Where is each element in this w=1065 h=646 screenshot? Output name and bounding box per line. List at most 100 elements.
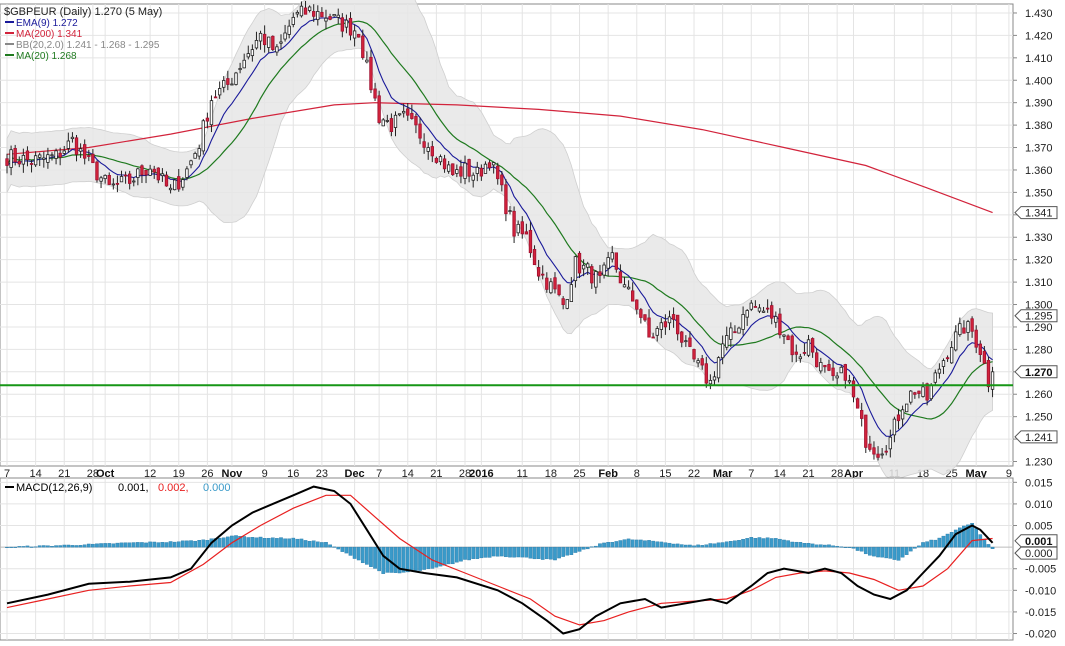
macd-histogram-bar	[941, 535, 946, 548]
macd-histogram-bar	[107, 543, 112, 548]
candle-body	[790, 335, 794, 356]
macd-histogram-bar	[156, 542, 161, 548]
x-tick-label: 28	[87, 468, 99, 480]
macd-histogram-bar	[700, 545, 705, 548]
macd-histogram-bar	[201, 539, 206, 548]
macd-histogram-bar	[225, 536, 230, 548]
candle-body	[483, 163, 488, 174]
candle-body	[357, 33, 361, 38]
macd-histogram-bar	[544, 546, 549, 560]
candle-body	[929, 384, 933, 400]
macd-histogram-bar	[614, 541, 619, 548]
bollinger-band	[6, 0, 993, 479]
macd-histogram-bar	[463, 546, 467, 560]
ma20-line	[6, 20, 993, 420]
macd-histogram-bar	[933, 539, 938, 548]
candle-body	[839, 366, 843, 374]
candle-body	[545, 277, 549, 290]
y-tick-label: 1.230	[1025, 457, 1053, 469]
macd-histogram-bar	[728, 541, 733, 548]
macd-histogram-bar	[884, 546, 889, 559]
macd-histogram-bar	[573, 546, 578, 553]
x-tick-label: Mar	[713, 468, 733, 480]
candle-body	[123, 174, 128, 177]
candle-body	[234, 72, 238, 85]
candle-body	[684, 340, 688, 343]
candle-body	[606, 257, 610, 269]
macd-line	[6, 485, 994, 635]
candle-body	[434, 157, 439, 163]
macd-histogram-bar	[536, 546, 541, 559]
candle-body	[222, 80, 226, 88]
macd-histogram-bar	[684, 544, 688, 548]
candle-body	[29, 163, 34, 165]
macd-histogram-bar	[389, 546, 394, 573]
macd-histogram-bar	[348, 546, 353, 556]
candle-body	[536, 267, 541, 277]
candle-body	[33, 155, 38, 166]
candle-body	[843, 364, 848, 381]
macd-histogram-bar	[352, 546, 357, 559]
candle-body	[639, 309, 643, 318]
macd-histogram-bar	[360, 546, 365, 564]
candle-body	[491, 162, 496, 166]
macd-histogram-bar	[168, 541, 173, 548]
candle-body	[631, 290, 635, 302]
macd-histogram-bar	[450, 546, 455, 565]
candle-body	[99, 177, 103, 182]
macd-histogram-bar	[258, 536, 263, 548]
candle-body	[549, 281, 553, 294]
candle-body	[643, 314, 647, 321]
candle-body	[442, 158, 447, 170]
candle-body	[42, 157, 46, 160]
candle-body	[226, 78, 230, 85]
candle-body	[761, 310, 766, 313]
macd-histogram-bar	[696, 544, 700, 548]
macd-histogram-bar	[418, 546, 422, 571]
macd-histogram-bar	[565, 546, 570, 556]
candle-body	[267, 36, 271, 48]
macd-histogram-bar	[589, 546, 594, 548]
candle-body	[888, 436, 892, 450]
macd-histogram-bar	[99, 543, 103, 548]
candle-body	[369, 56, 373, 91]
legend-entry: MA(20) 1.268	[16, 51, 77, 62]
macd-histogram-bar	[847, 546, 852, 548]
candle-body	[185, 168, 189, 178]
macd-histogram-bar	[74, 545, 79, 548]
macd-histogram-bar	[328, 544, 332, 548]
macd-histogram-bar	[78, 545, 83, 548]
candle-body	[786, 335, 790, 341]
macd-histogram-bar	[937, 537, 942, 548]
candle-body	[802, 352, 807, 354]
x-tick-label: 14	[30, 468, 42, 480]
macd-histogram-bar	[974, 528, 979, 548]
macd-histogram-bar	[528, 546, 533, 559]
macd-histogram-bar	[103, 543, 107, 548]
candle-body	[577, 252, 582, 274]
candle-body	[246, 53, 250, 58]
candle-body	[569, 284, 574, 302]
candle-body	[78, 148, 83, 152]
candle-body	[905, 403, 909, 413]
macd-tag	[1014, 546, 1058, 560]
macd-histogram-bar	[835, 545, 839, 548]
macd-histogram-bar	[9, 546, 13, 548]
macd-histogram-bar	[868, 546, 872, 556]
x-tick-label: 19	[173, 468, 185, 480]
macd-histogram-bar	[21, 546, 26, 548]
candle-body	[557, 284, 561, 296]
macd-histogram-bar	[144, 542, 148, 548]
candle-body	[279, 41, 283, 44]
candle-body	[148, 168, 152, 176]
macd-histogram-bar	[745, 538, 750, 548]
x-tick-label: 2016	[469, 468, 493, 480]
macd-histogram-bar	[320, 542, 324, 548]
candle-body	[602, 264, 606, 276]
macd-histogram-bar	[606, 542, 610, 548]
x-tick-label: 28	[831, 468, 843, 480]
macd-histogram-bar	[581, 546, 586, 550]
candle-body	[655, 328, 659, 336]
